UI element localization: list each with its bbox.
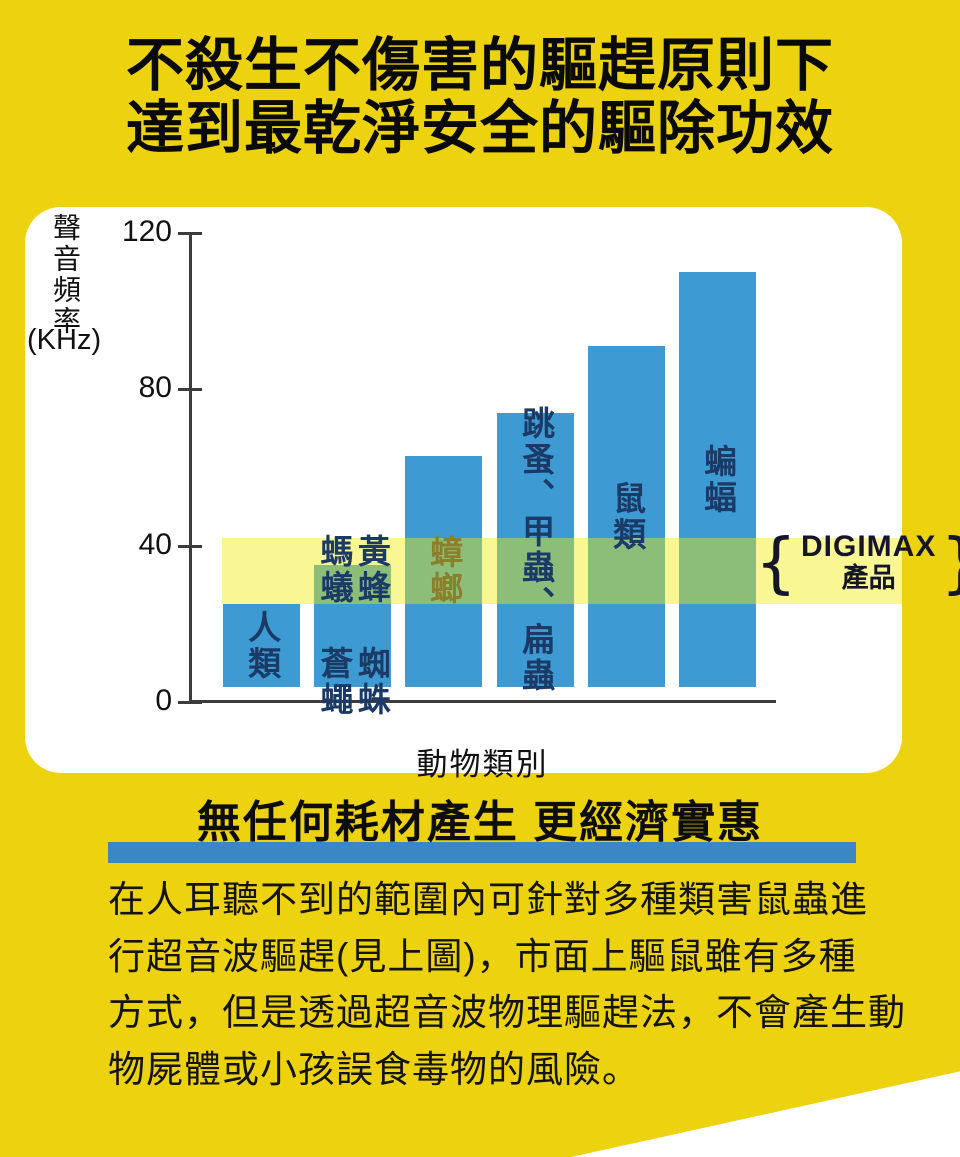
section-heading: 無任何耗材產生 更經濟實惠 [196, 798, 764, 847]
digimax-product-label: { DIGIMAX 產品 } [755, 523, 960, 601]
bar-label-column: 跳蚤、甲蟲、扁蟲 [517, 405, 555, 694]
bar-label-column: 蝙蝠 [699, 443, 737, 516]
bar-label: 鼠類 [608, 480, 646, 553]
bar-label: 蝙蝠 [699, 443, 737, 516]
y-axis-tick [178, 544, 202, 548]
paragraph-line: 在人耳聽不到的範圍內可針對多種類害鼠蟲進 [108, 879, 868, 920]
bar-1: 人類 [223, 604, 300, 687]
bar-label: 跳蚤、甲蟲、扁蟲 [517, 405, 555, 694]
bar-label-column: 鼠類 [608, 480, 646, 553]
bar-label: 螞蟻 蒼蠅 黃蜂 蜘蛛 [316, 534, 391, 719]
paragraph-line: 方式，但是透過超音波物理驅趕法，不會產生動 [108, 992, 906, 1033]
open-brace: { [755, 523, 797, 601]
bar-label: 蟑螂 [425, 535, 463, 608]
bar-label-column: 蟑螂 [425, 535, 463, 608]
close-brace: } [940, 529, 960, 595]
page-title: 不殺生不傷害的驅趕原則下 達到最乾淨安全的驅除功效 [0, 34, 960, 160]
paragraph-line: 行超音波驅趕(見上圖)，市面上驅鼠雖有多種 [108, 935, 857, 977]
digimax-product-word: 產品 [841, 562, 896, 593]
bar-5: 鼠類 [588, 346, 665, 687]
bar-label-column: 人類 [243, 609, 281, 682]
bar-label-column: 螞蟻 蒼蠅 [316, 534, 353, 719]
bar-2: 螞蟻 蒼蠅 黃蜂 蜘蛛 [314, 534, 391, 718]
digimax-label-text: DIGIMAX 產品 [797, 531, 940, 594]
y-axis-tick-label: 120 [121, 215, 172, 248]
heading-underline-bar [108, 842, 856, 863]
y-axis-tick [178, 701, 202, 704]
page-title-line-2: 達到最乾淨安全的驅除功效 [125, 96, 834, 161]
y-axis-tick [178, 232, 202, 235]
digimax-brand: DIGIMAX [801, 530, 937, 563]
frequency-band-highlight [222, 537, 902, 605]
y-axis-tick-label: 40 [138, 527, 172, 561]
y-axis-tick-label: 0 [155, 684, 172, 717]
paragraph-line: 物屍體或小孩誤食毒物的風險。 [108, 1048, 640, 1090]
page-title-line-1: 不殺生不傷害的驅趕原則下 [125, 33, 834, 98]
y-axis-tick-label: 80 [138, 371, 172, 405]
y-axis-title: 聲音頻率 [50, 213, 81, 337]
x-axis-title: 動物類別 [416, 747, 549, 782]
y-axis-unit: (KHz) [27, 324, 102, 356]
bar-4: 跳蚤、甲蟲、扁蟲 [497, 406, 574, 694]
bar-3: 蟑螂 [405, 455, 482, 687]
x-axis-line [189, 700, 776, 703]
body-paragraph: 在人耳聽不到的範圍內可針對多種類害鼠蟲進 行超音波驅趕(見上圖)，市面上驅鼠雖有… [108, 872, 906, 1098]
y-axis-line [189, 233, 192, 702]
bar-label: 人類 [243, 609, 281, 682]
bar-6: 蝙蝠 [679, 272, 756, 687]
bar-label-column: 黃蜂 蜘蛛 [353, 534, 391, 719]
chart-card: 聲音頻率 (KHz) 人類 螞蟻 蒼蠅 黃蜂 蜘蛛 蟑螂 跳蚤、甲蟲、扁蟲 鼠類 蝙蝠 { … [25, 207, 960, 782]
y-axis-tick [178, 388, 202, 392]
